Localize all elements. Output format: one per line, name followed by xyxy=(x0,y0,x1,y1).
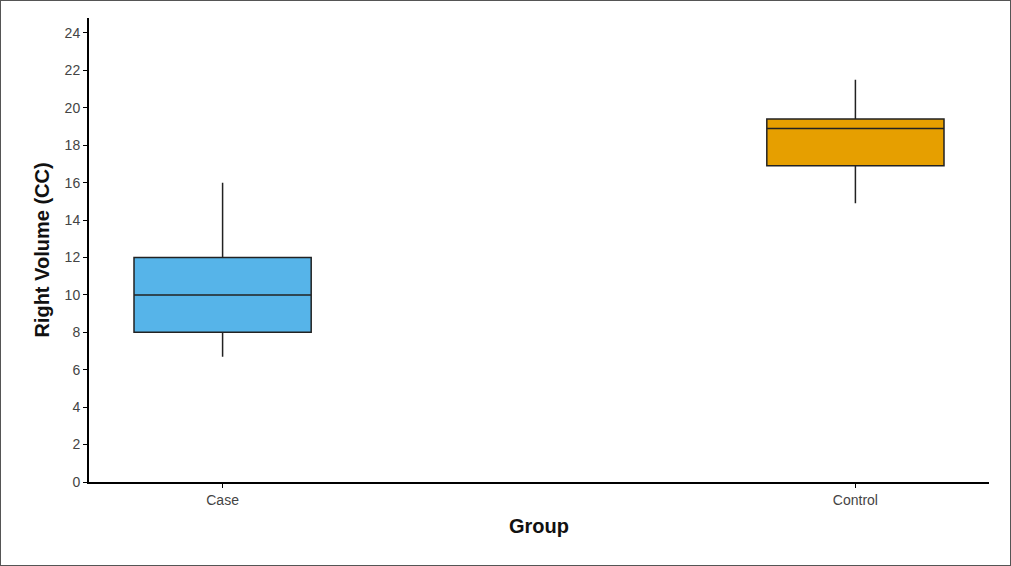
svg-text:Control: Control xyxy=(833,492,878,508)
svg-text:Case: Case xyxy=(206,492,239,508)
svg-text:22: 22 xyxy=(65,62,81,78)
svg-text:0: 0 xyxy=(72,474,80,490)
svg-text:24: 24 xyxy=(65,25,81,41)
svg-text:12: 12 xyxy=(65,249,81,265)
svg-text:6: 6 xyxy=(72,362,80,378)
svg-text:20: 20 xyxy=(65,100,81,116)
svg-text:Right Volume (CC): Right Volume (CC) xyxy=(31,162,53,337)
svg-text:8: 8 xyxy=(72,324,80,340)
svg-text:16: 16 xyxy=(65,175,81,191)
svg-text:4: 4 xyxy=(72,399,80,415)
svg-text:18: 18 xyxy=(65,137,81,153)
svg-text:Group: Group xyxy=(509,515,569,537)
svg-text:2: 2 xyxy=(72,436,80,452)
svg-text:14: 14 xyxy=(65,212,81,228)
svg-text:10: 10 xyxy=(65,287,81,303)
